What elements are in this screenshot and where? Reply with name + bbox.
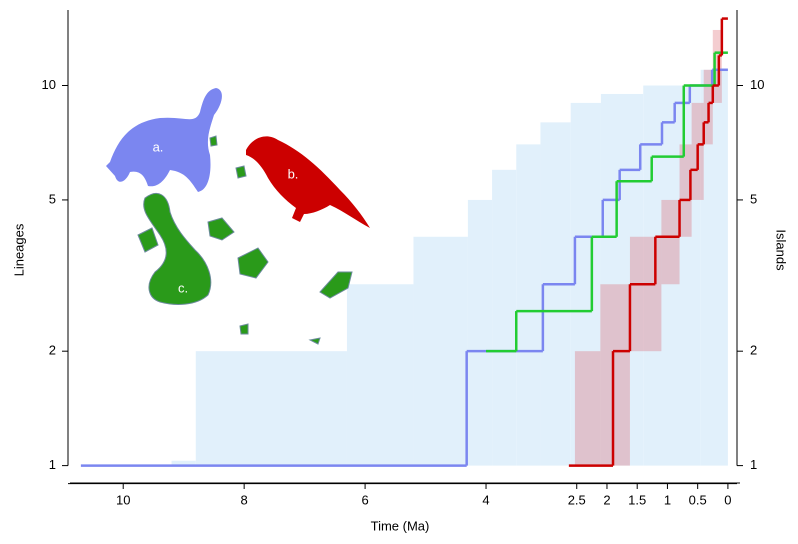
annotation: b. xyxy=(288,166,299,181)
x2-tick-label: 2 xyxy=(603,492,610,507)
confidence-band xyxy=(195,351,347,466)
x2-tick-label: 2.5 xyxy=(568,492,586,507)
confidence-band xyxy=(492,169,517,466)
x2-tick-label: 0.5 xyxy=(689,492,707,507)
confidence-band xyxy=(467,199,493,466)
y2-tick-label: 5 xyxy=(750,191,757,206)
annotation: c. xyxy=(178,280,188,295)
y2-tick-label: 2 xyxy=(750,343,757,358)
plot xyxy=(80,17,728,467)
confidence-band xyxy=(574,351,601,466)
annotation: a. xyxy=(153,139,164,154)
confidence-band xyxy=(629,236,662,352)
confidence-band xyxy=(600,284,630,466)
y-tick-label: 1 xyxy=(49,457,56,472)
confidence-band xyxy=(516,144,541,466)
confidence-band xyxy=(346,284,414,466)
x2-tick-label: 1.5 xyxy=(628,492,646,507)
x-tick-label: 10 xyxy=(116,492,130,507)
x-tick-label: 8 xyxy=(241,492,248,507)
x2-tick-label: 1 xyxy=(664,492,671,507)
confidence-band xyxy=(700,69,728,466)
confidence-band xyxy=(540,122,571,466)
y2-tick-label: 1 xyxy=(750,457,757,472)
confidence-band xyxy=(413,236,468,466)
confidence-band xyxy=(643,85,701,466)
y2-axis-label: Islands xyxy=(774,229,789,271)
x-tick-label: 4 xyxy=(482,492,489,507)
islands-shapes xyxy=(137,135,353,345)
y-tick-label: 10 xyxy=(42,77,56,92)
y-tick-label: 2 xyxy=(49,343,56,358)
y-tick-label: 5 xyxy=(49,191,56,206)
y-axis-label: Lineages xyxy=(11,223,26,276)
confidence-band xyxy=(679,144,692,237)
confidence-band xyxy=(171,460,196,466)
confidence-band xyxy=(661,199,680,285)
confidence-band xyxy=(712,29,722,103)
tortoise xyxy=(106,88,222,192)
finch xyxy=(246,136,370,228)
x-tick-label: 6 xyxy=(361,492,368,507)
silhouettes: a. b. c. xyxy=(106,88,370,345)
x2-tick-label: 0 xyxy=(724,492,731,507)
x-axis-label: Time (Ma) xyxy=(371,518,430,533)
confidence-band xyxy=(600,93,644,466)
y2-tick-label: 10 xyxy=(750,77,764,92)
